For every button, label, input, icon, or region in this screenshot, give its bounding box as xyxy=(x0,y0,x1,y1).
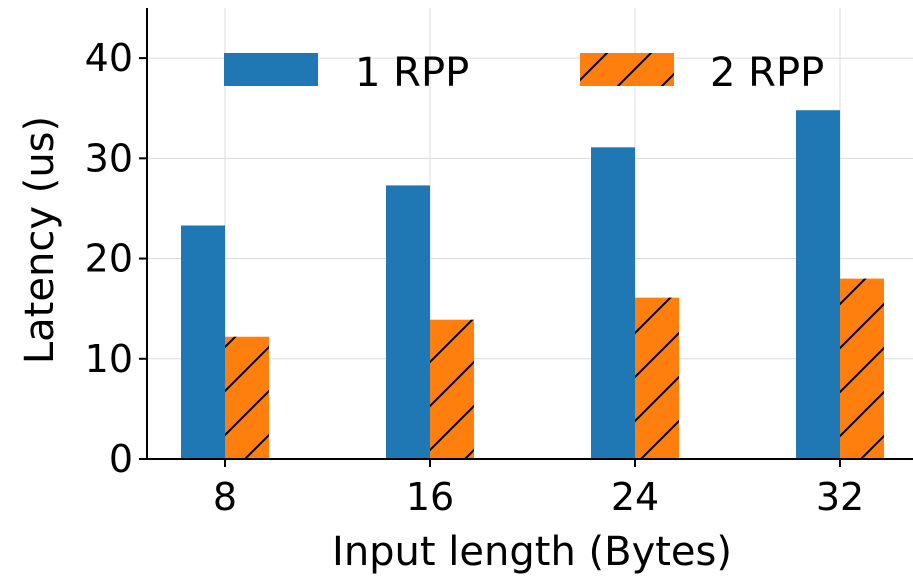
legend-label-2-rpp: 2 RPP xyxy=(710,50,824,96)
legend-swatch-1-rpp xyxy=(224,53,318,86)
x-axis-label: Input length (Bytes) xyxy=(332,529,732,575)
bar-1-rpp xyxy=(591,147,635,459)
ticks: 0 10 20 30 40 8 16 24 32 xyxy=(85,36,865,519)
bar-hatch-overlay xyxy=(225,336,269,459)
y-tick-label: 40 xyxy=(85,36,133,80)
bar-1-rpp xyxy=(181,225,225,459)
x-tick-label: 24 xyxy=(611,475,659,519)
x-tick-label: 16 xyxy=(406,475,454,519)
x-tick-label: 8 xyxy=(213,475,237,519)
bar-hatch-overlay xyxy=(430,319,474,459)
bars xyxy=(181,110,884,460)
y-tick-label: 30 xyxy=(85,136,133,180)
legend-swatch-hatch xyxy=(580,53,674,86)
bar-hatch-overlay xyxy=(635,297,679,459)
axes xyxy=(146,8,913,460)
legend-label-1-rpp: 1 RPP xyxy=(355,50,469,96)
bar-1-rpp xyxy=(386,185,430,460)
y-axis-label: Latency (us) xyxy=(17,116,63,364)
y-tick-label: 0 xyxy=(109,437,133,481)
y-tick-label: 20 xyxy=(85,237,133,281)
y-tick-label: 10 xyxy=(85,337,133,381)
bar-1-rpp xyxy=(796,110,840,459)
bar-hatch-overlay xyxy=(840,278,884,459)
legend: 1 RPP 2 RPP xyxy=(224,50,824,96)
x-tick-label: 32 xyxy=(816,475,864,519)
